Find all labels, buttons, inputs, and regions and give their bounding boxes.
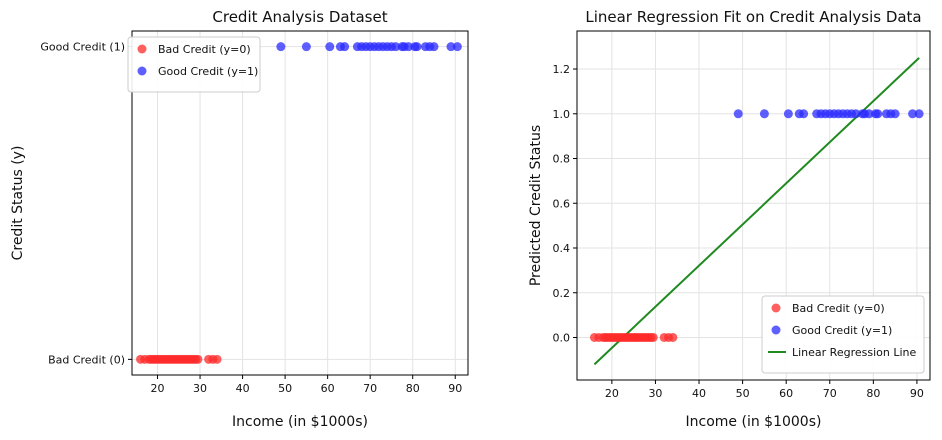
x-tick-label: 60 [779,387,793,400]
x-tick-label: 50 [278,382,292,395]
data-point-good-credit [276,42,286,52]
chart-panel-2: 20 30 40 50 60 70 80 90 0.0 0.2 0.4 0.6 0.8 1.0 1.2 Lin… [528,8,931,430]
legend-label: Linear Regression Line [792,346,917,359]
y-tick-label: Good Credit (1) [40,41,125,54]
x-tick-label: 70 [823,387,837,400]
legend-label: Good Credit (y=1) [158,65,258,78]
data-point-good-credit [908,109,918,119]
y-tick-label: 0.6 [553,197,571,210]
data-point-good-credit [446,42,456,52]
data-point-good-credit [759,109,769,119]
x-tick-label: 60 [321,382,335,395]
data-point-good-credit [391,42,401,52]
y-tick-label: 1.0 [553,108,571,121]
legend-label: Good Credit (y=1) [792,324,892,337]
legend-box [761,295,925,374]
x-tick-label: 20 [605,387,619,400]
y-tick-label: 1.2 [553,63,571,76]
x-tick-label: 70 [363,382,377,395]
y-tick-label: 0.0 [553,331,571,344]
axes-frame [131,30,469,376]
x-tick-label: 50 [736,387,750,400]
data-point-good-credit [412,42,422,52]
data-point-good-credit [452,42,462,52]
chart-panel-1: 20 30 40 50 60 70 80 90 Bad Credit (0) Good Credi… [10,8,469,430]
y-tick-label: 0.4 [553,242,571,255]
legend-marker [771,303,781,313]
x-tick-label: 30 [193,382,207,395]
data-point-bad-credit [212,354,222,364]
x-tick-label: 20 [151,382,165,395]
data-point-good-credit [864,109,874,119]
regression-line [593,57,920,366]
axes-frame [576,30,931,381]
data-point-good-credit [890,109,900,119]
data-point-good-credit [914,109,924,119]
x-axis-label: Income (in $1000s) [232,414,368,430]
x-tick-label: 40 [692,387,706,400]
legend-marker [137,66,147,76]
chart-title: Linear Regression Fit on Credit Analysis… [585,8,921,26]
x-tick-label: 90 [448,382,462,395]
y-tick-label: Bad Credit (0) [48,353,125,366]
x-tick-label: 40 [236,382,250,395]
x-tick-label: 30 [648,387,662,400]
data-point-good-credit [429,42,439,52]
x-axis-label: Income (in $1000s) [686,414,822,430]
data-point-good-credit [799,109,809,119]
legend-label: Bad Credit (y=0) [158,43,251,56]
y-tick-label: 0.2 [553,287,571,300]
legend-marker [771,325,781,335]
data-point-good-credit [301,42,311,52]
data-point-bad-credit [668,332,678,342]
legend: Bad Credit (y=0) Good Credit (y=1) [127,36,261,93]
x-tick-label: 80 [406,382,420,395]
y-tick-label: 0.8 [553,153,571,166]
chart-title: Credit Analysis Dataset [212,8,387,26]
legend-marker [137,44,147,54]
data-point-good-credit [340,42,350,52]
data-point-good-credit [873,109,883,119]
x-tick-label: 90 [910,387,924,400]
legend-label: Bad Credit (y=0) [792,302,885,315]
data-point-bad-credit [648,332,658,342]
y-axis-label: Credit Status (y) [10,146,26,261]
legend: Bad Credit (y=0) Good Credit (y=1) Linear … [761,295,925,374]
data-point-good-credit [733,109,743,119]
data-point-good-credit [851,109,861,119]
data-point-bad-credit [193,354,203,364]
y-axis-label: Predicted Credit Status [528,125,544,286]
data-point-good-credit [325,42,335,52]
legend-box [127,36,261,93]
data-point-good-credit [403,42,413,52]
data-point-good-credit [783,109,793,119]
x-tick-label: 80 [866,387,880,400]
